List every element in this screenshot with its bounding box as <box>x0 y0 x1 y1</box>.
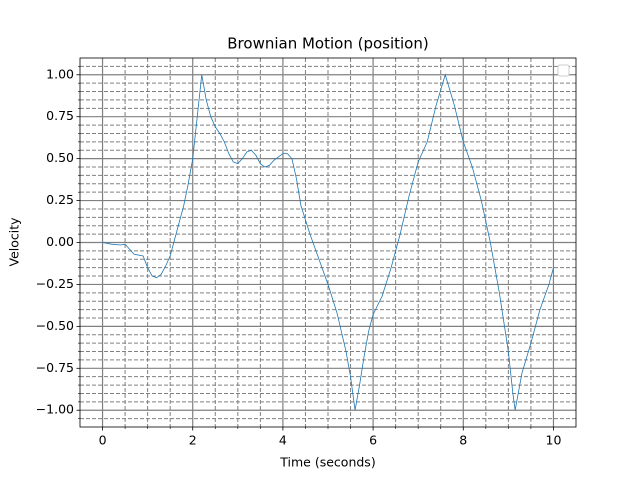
y-tick-label: 0.25 <box>46 192 74 207</box>
x-tick-label: 6 <box>369 433 377 448</box>
x-tick-label: 2 <box>189 433 197 448</box>
y-axis-label: Velocity <box>7 217 22 267</box>
x-tick-label: 4 <box>279 433 287 448</box>
y-tick-label: 0.00 <box>46 234 74 249</box>
x-tick-label: 10 <box>546 433 562 448</box>
y-tick-label: 0.50 <box>46 150 74 165</box>
x-tick-label: 0 <box>99 433 107 448</box>
axes-frame <box>79 57 577 428</box>
y-tick-label: −0.50 <box>36 318 74 333</box>
y-tick-label: 0.75 <box>46 108 74 123</box>
chart-title: Brownian Motion (position) <box>227 35 428 53</box>
data-line <box>102 73 554 411</box>
legend <box>557 64 570 77</box>
y-tick-label: −1.00 <box>36 402 74 417</box>
y-tick-label: 1.00 <box>46 66 74 81</box>
x-axis-label: Time (seconds) <box>279 455 375 470</box>
y-tick-label: −0.75 <box>36 360 74 375</box>
y-tick-label: −0.25 <box>36 276 74 291</box>
x-tick-label: 8 <box>459 433 467 448</box>
